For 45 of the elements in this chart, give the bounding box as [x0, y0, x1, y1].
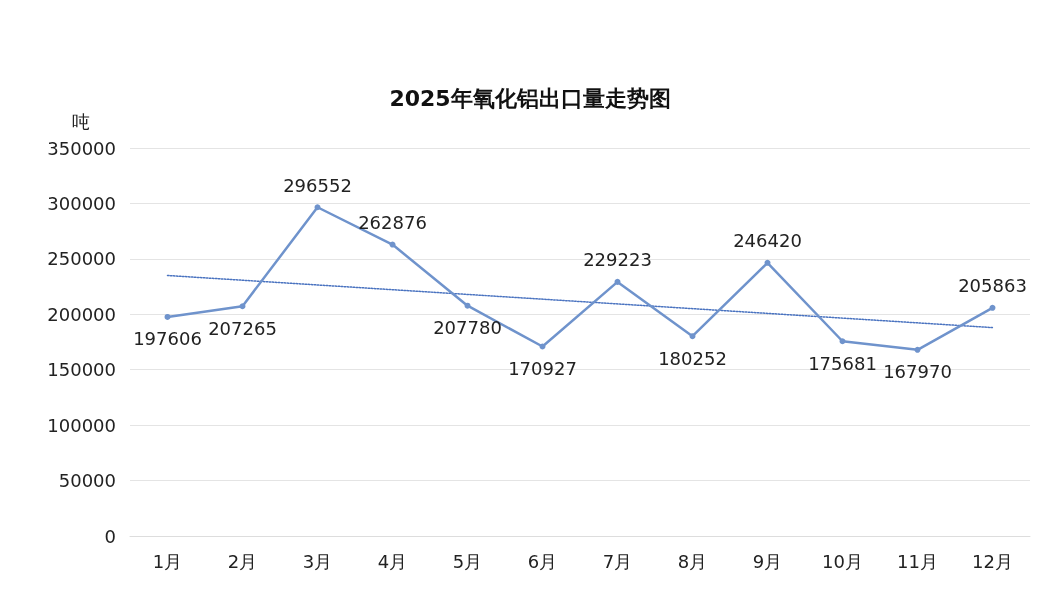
- x-tick-label: 5月: [452, 550, 483, 572]
- y-tick-label: 100000: [47, 414, 116, 436]
- point: [839, 338, 846, 345]
- x-tick-label: 7月: [602, 550, 633, 572]
- data-label: 175681: [808, 352, 877, 374]
- data-label: 246420: [733, 230, 802, 252]
- x-tick-label: 9月: [752, 550, 783, 572]
- y-tick-label: 150000: [47, 359, 116, 381]
- point: [389, 241, 396, 248]
- point: [164, 313, 171, 320]
- x-tick-label: 2月: [227, 550, 258, 572]
- point: [689, 333, 696, 340]
- data-label: 170927: [508, 358, 577, 380]
- y-tick-label: 50000: [58, 470, 116, 492]
- point: [314, 204, 321, 211]
- point: [614, 278, 621, 285]
- y-tick-label: 300000: [47, 192, 116, 214]
- x-tick-label: 12月: [972, 550, 1013, 572]
- point: [989, 304, 996, 311]
- point: [914, 346, 921, 353]
- data-label: 207780: [433, 317, 502, 339]
- point: [239, 303, 246, 310]
- y-tick-label: 350000: [47, 137, 116, 159]
- x-tick-label: 10月: [822, 550, 863, 572]
- x-tick-label: 8月: [677, 550, 708, 572]
- point: [764, 259, 771, 266]
- data-label: 180252: [658, 347, 727, 369]
- data-label: 296552: [283, 174, 352, 196]
- x-tick-label: 3月: [302, 550, 333, 572]
- data-label: 262876: [358, 212, 427, 234]
- data-label: 229223: [583, 249, 652, 271]
- y-tick-label: 0: [104, 525, 116, 547]
- x-tick-label: 11月: [897, 550, 938, 572]
- y-axis-title: 吨: [72, 110, 90, 132]
- y-tick-label: 250000: [47, 248, 116, 270]
- y-tick-label: 200000: [47, 303, 116, 325]
- x-tick-label: 1月: [152, 550, 183, 572]
- data-label: 207265: [208, 317, 277, 339]
- data-label: 197606: [133, 328, 202, 350]
- x-tick-label: 4月: [377, 550, 408, 572]
- data-label: 205863: [958, 275, 1027, 297]
- point: [539, 343, 546, 350]
- chart-title: 2025年氧化铝出口量走势图: [389, 85, 671, 111]
- data-label: 167970: [883, 361, 952, 383]
- x-tick-label: 6月: [527, 550, 558, 572]
